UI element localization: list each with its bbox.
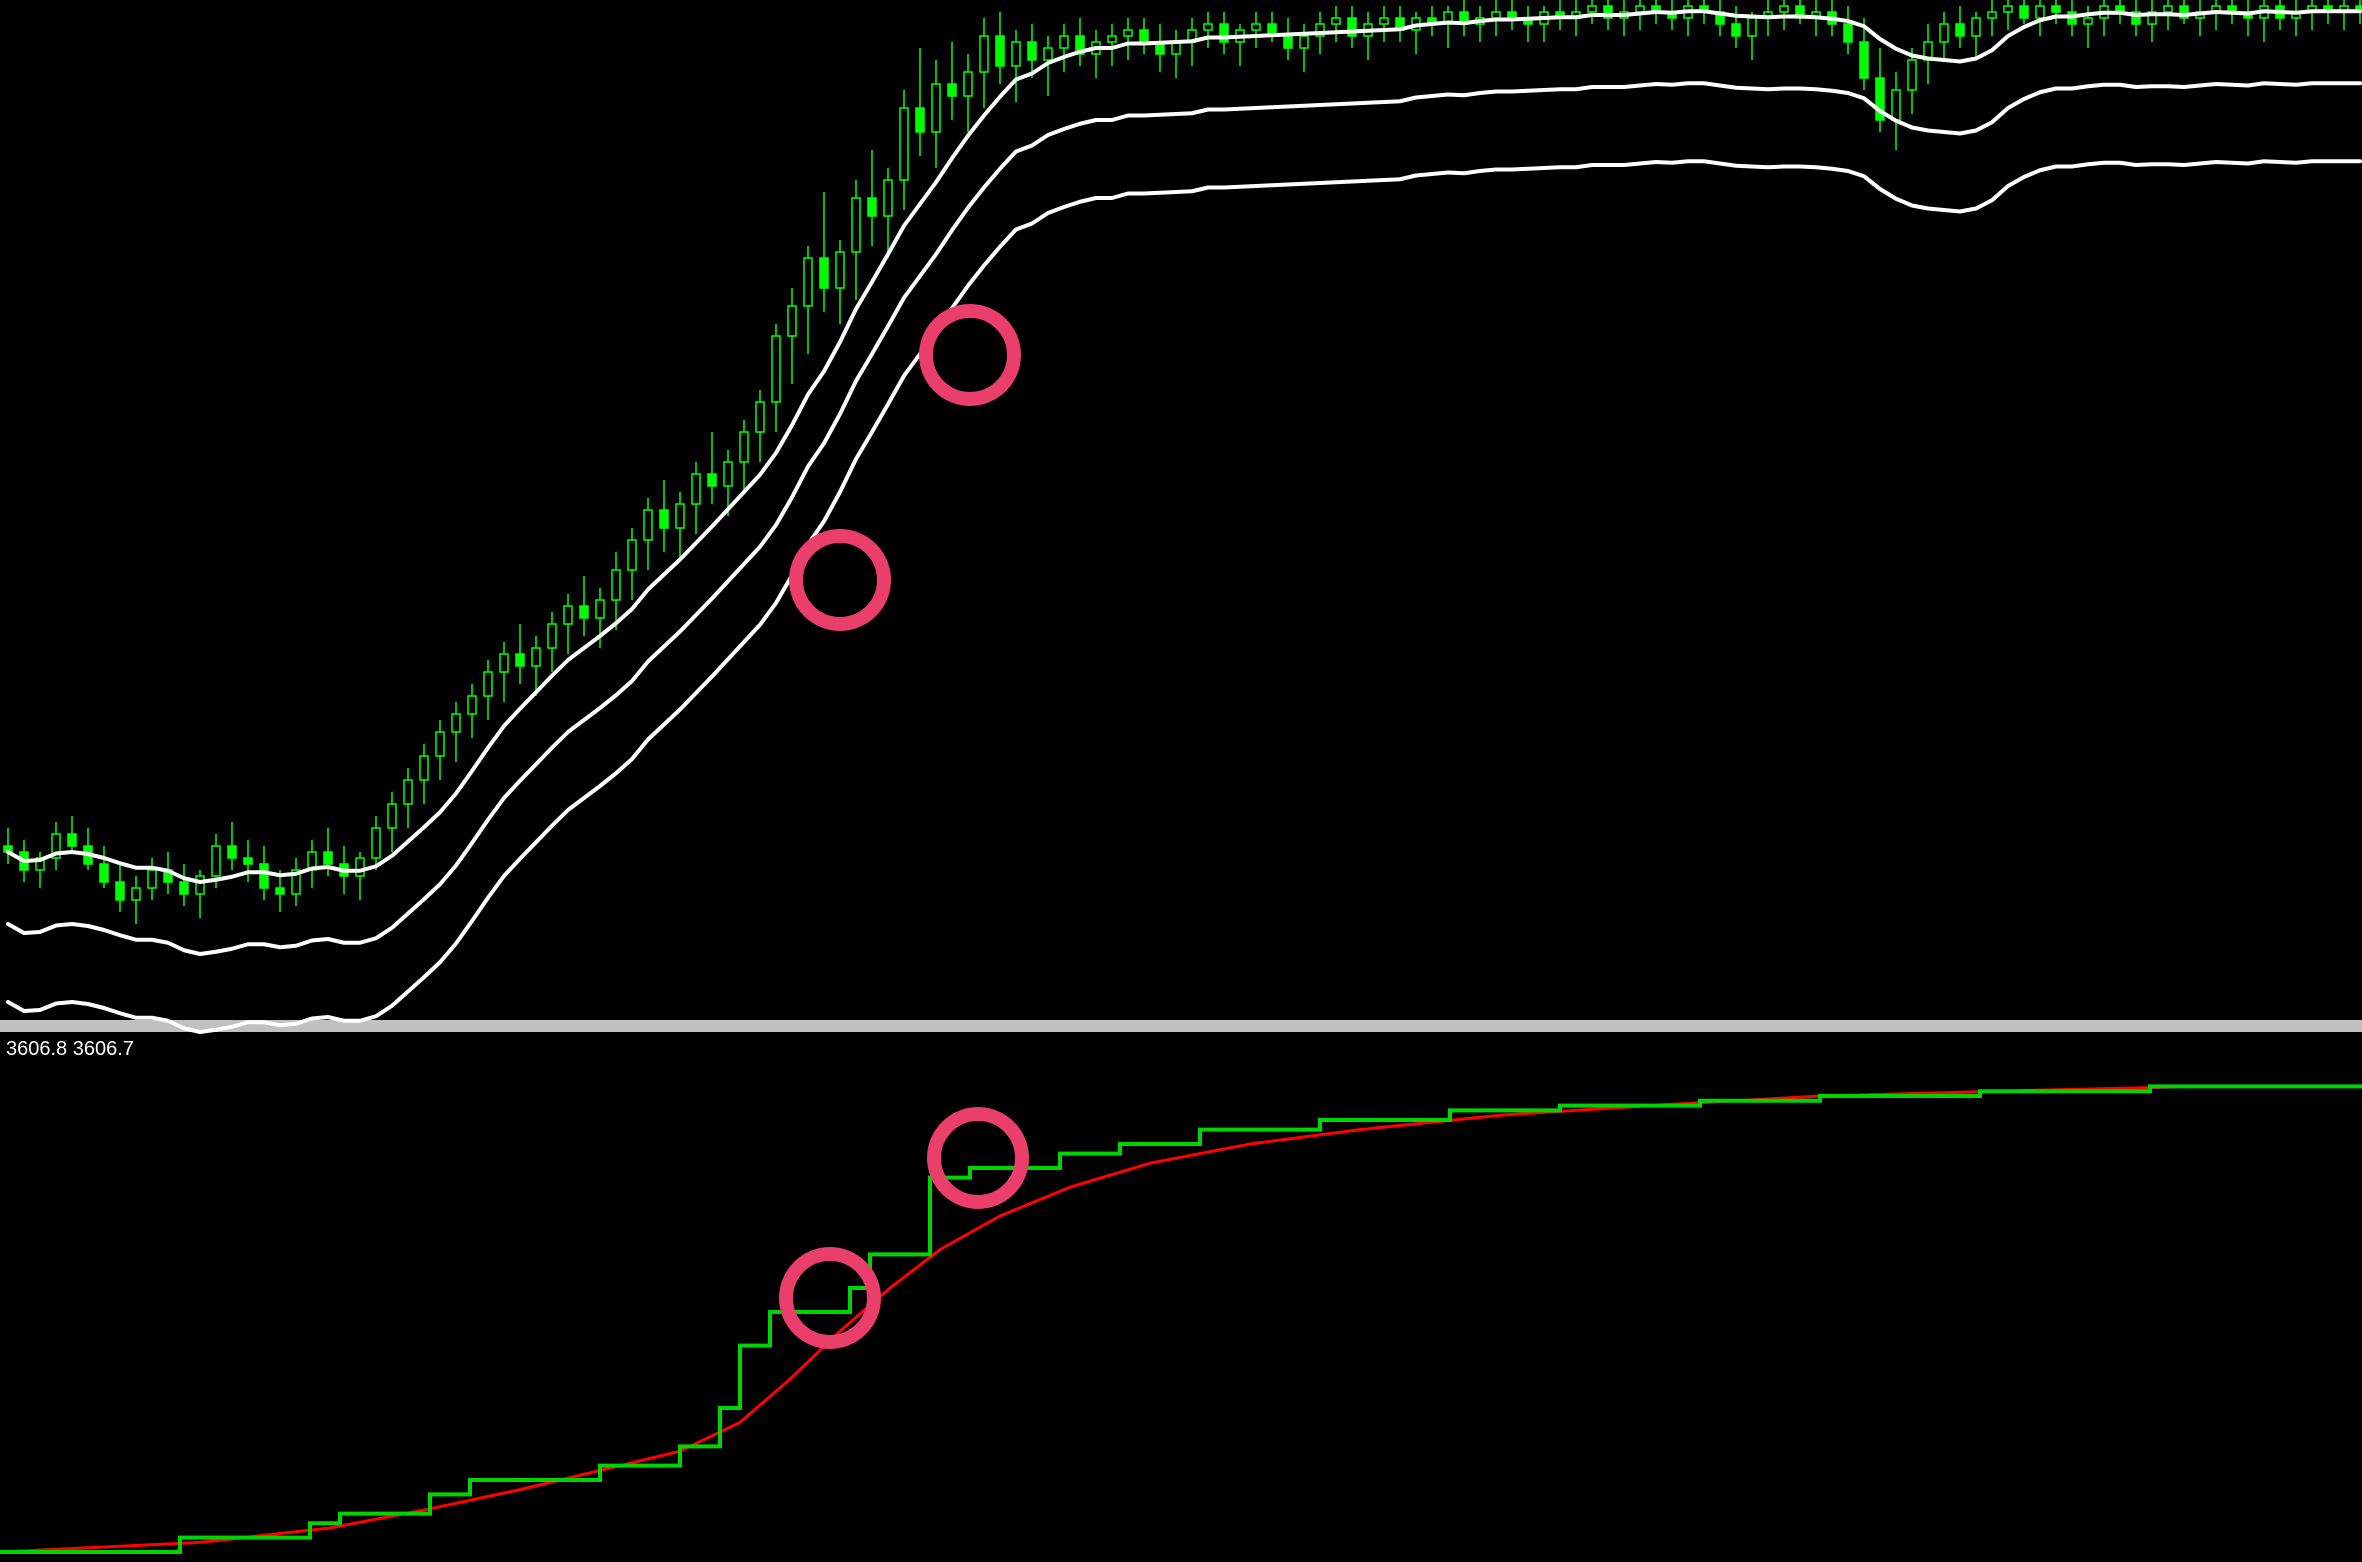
annotation-circle xyxy=(926,311,1014,399)
annotation-circle xyxy=(934,1114,1022,1202)
annotation-circle xyxy=(786,1254,874,1342)
candlestick-group xyxy=(4,0,2362,1032)
annotation-circle xyxy=(796,536,884,624)
chart-svg xyxy=(0,0,2362,1562)
indicator-red-line xyxy=(0,1086,2362,1552)
